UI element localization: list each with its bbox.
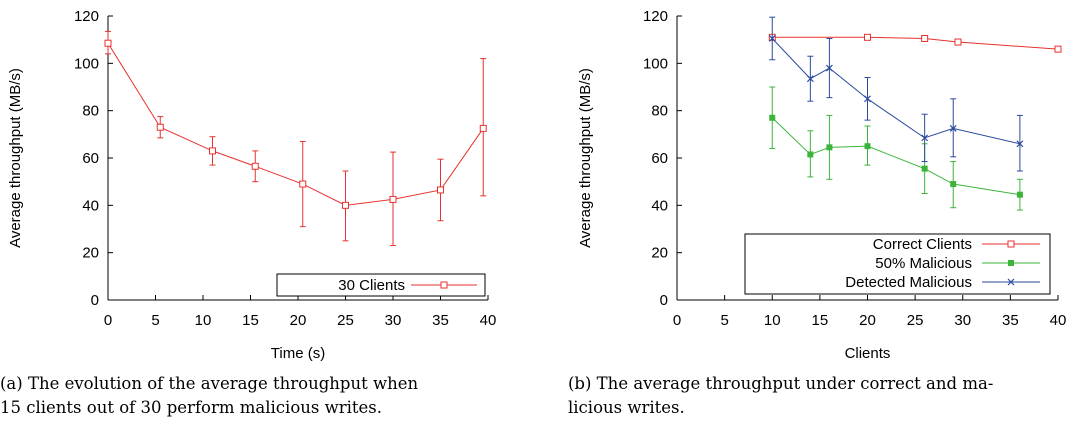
x-tick-label: 25 [907, 312, 924, 329]
point [864, 143, 871, 150]
point [440, 281, 448, 289]
point [806, 75, 814, 83]
series-line [771, 38, 1021, 145]
point [825, 64, 833, 72]
y-tick-label: 60 [651, 150, 668, 167]
point [251, 162, 259, 170]
point [1008, 260, 1014, 266]
point-stroke [768, 35, 776, 42]
x-tick-label: 30 [954, 312, 971, 329]
point-stroke [1016, 140, 1024, 148]
y-tick-label: 120 [643, 8, 668, 25]
x-tick-label: 5 [720, 312, 728, 329]
point [864, 95, 871, 103]
point-stroke [949, 124, 957, 132]
point-stroke [921, 134, 929, 142]
legend-label: 50% Malicious [875, 255, 972, 272]
point [479, 124, 487, 132]
point-stroke [806, 75, 814, 83]
x-tick-label: 30 [385, 312, 402, 329]
point [1007, 240, 1015, 248]
x-tick-label: 40 [480, 312, 497, 329]
x-tick-label: 5 [151, 312, 159, 329]
point-stroke [1007, 278, 1015, 286]
point [342, 201, 349, 209]
x-axis-label: Time (s) [271, 345, 325, 362]
series-detected-malicious [768, 16, 1024, 172]
x-axis-label: Clients [845, 345, 891, 362]
y-axis-label: Average throughput (MB/s) [7, 68, 24, 248]
point [769, 114, 776, 121]
chart-panel-a: 0 20 40 60 80 100 120 0 5 10 15 20 25 30 35 40 Time (s) A… [0, 8, 496, 417]
point [104, 39, 112, 47]
x-tick-label: 35 [1002, 312, 1019, 329]
point [1054, 45, 1062, 53]
x-tick-label: 10 [764, 312, 781, 329]
legend-label: Correct Clients [873, 236, 972, 253]
caption-line: 15 clients out of 30 perform malicious w… [0, 398, 382, 417]
point [921, 34, 929, 42]
caption-line: (b) The average throughput under correct… [568, 374, 993, 393]
x-tick-label: 20 [859, 312, 876, 329]
y-tick-label: 0 [660, 292, 668, 309]
y-tick-label: 0 [91, 292, 99, 309]
y-tick-label: 40 [651, 197, 668, 214]
point [156, 123, 164, 131]
y-axis-label: Average throughput (MB/s) [577, 68, 594, 248]
point-stroke [825, 64, 833, 72]
point [826, 144, 833, 151]
series-line [107, 42, 484, 206]
point [768, 35, 776, 42]
x-tick-label: 0 [673, 312, 681, 329]
point [949, 124, 957, 132]
x-tick-label: 15 [242, 312, 259, 329]
point [389, 195, 397, 203]
legend: Correct Clients 50% Malicious Detected Mal… [744, 233, 1051, 295]
point-stroke [864, 95, 871, 103]
point [1016, 191, 1023, 198]
caption-line: (a) The evolution of the average through… [0, 374, 418, 393]
x-tick-label: 35 [432, 312, 449, 329]
point [921, 134, 929, 142]
y-tick-label: 80 [82, 103, 99, 120]
y-tick-label: 20 [651, 245, 668, 262]
y-tick-label: 20 [82, 245, 99, 262]
y-tick-label: 40 [82, 197, 99, 214]
point [209, 147, 216, 155]
legend-label: 30 Clients [338, 277, 405, 294]
y-tick-label: 60 [82, 150, 99, 167]
series-line [772, 36, 1059, 50]
x-tick-label: 0 [104, 312, 112, 329]
x-tick-label: 40 [1050, 312, 1067, 329]
legend-box [276, 273, 486, 297]
caption-line: licious writes. [568, 398, 685, 417]
x-tick-label: 10 [195, 312, 212, 329]
series-50-malicious [769, 86, 1023, 211]
legend: 30 Clients [276, 273, 486, 297]
y-tick-label: 100 [74, 55, 99, 72]
point [921, 165, 928, 172]
point [950, 181, 957, 188]
legend-label: Detected Malicious [845, 274, 972, 291]
point [864, 33, 871, 41]
point [1016, 140, 1024, 148]
y-tick-label: 100 [643, 55, 668, 72]
y-tick-label: 80 [651, 103, 668, 120]
point [1007, 278, 1015, 286]
chart-panel-b: 0 20 40 60 80 100 120 0 5 10 15 20 25 30 35 40 Clients Av… [568, 8, 1066, 417]
series-correct-clients [768, 33, 1062, 53]
point [954, 38, 962, 46]
x-tick-label: 15 [812, 312, 829, 329]
series-30-clients [104, 30, 487, 247]
x-tick-label: 25 [337, 312, 354, 329]
x-tick-label: 20 [290, 312, 307, 329]
point [807, 151, 814, 158]
point [437, 186, 444, 194]
point [299, 180, 307, 188]
y-tick-label: 120 [74, 8, 99, 25]
